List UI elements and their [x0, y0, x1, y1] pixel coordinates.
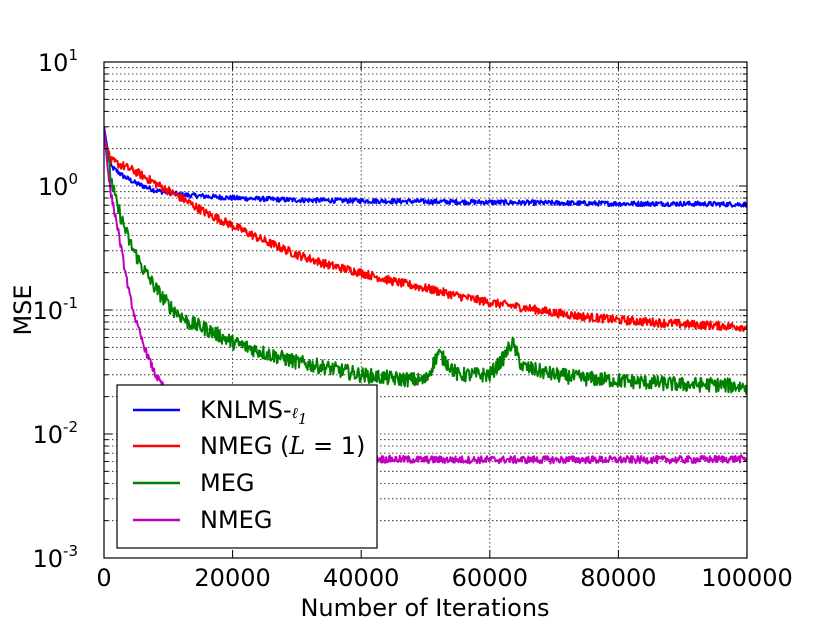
- series-line-meg: [104, 130, 747, 395]
- series-line-nmeg-l1: [104, 134, 747, 332]
- series-lines: [104, 126, 747, 465]
- legend-label-knlms: KNLMS-ℓ1: [200, 396, 307, 428]
- x-tick-label: 80000: [580, 564, 656, 592]
- legend: KNLMS-ℓ1 NMEG (L = 1) MEG NMEG: [116, 384, 378, 549]
- y-tick-label: 101: [38, 46, 78, 77]
- x-tick-label: 20000: [194, 564, 270, 592]
- x-tick-label: 40000: [323, 564, 399, 592]
- y-tick-label: 10-3: [32, 542, 78, 573]
- y-tick-label: 10-2: [32, 418, 78, 449]
- y-axis-label: MSE: [9, 284, 37, 335]
- tick-labels: 0 20000 40000 60000 80000 100000 101 100 10-1 10-…: [32, 46, 792, 592]
- x-tick-label: 100000: [701, 564, 793, 592]
- y-tick-label: 100: [38, 170, 78, 201]
- x-tick-label: 0: [96, 564, 111, 592]
- grid: [103, 62, 748, 559]
- ticks: [103, 62, 748, 559]
- series-line-knlms: [104, 126, 747, 208]
- legend-label-nmeg: NMEG: [200, 506, 272, 534]
- legend-label-meg: MEG: [200, 469, 254, 497]
- x-tick-label: 60000: [452, 564, 528, 592]
- x-axis-label: Number of Iterations: [300, 594, 549, 622]
- y-tick-label: 10-1: [32, 294, 78, 325]
- legend-label-nmeg-l1: NMEG (L = 1): [200, 432, 365, 460]
